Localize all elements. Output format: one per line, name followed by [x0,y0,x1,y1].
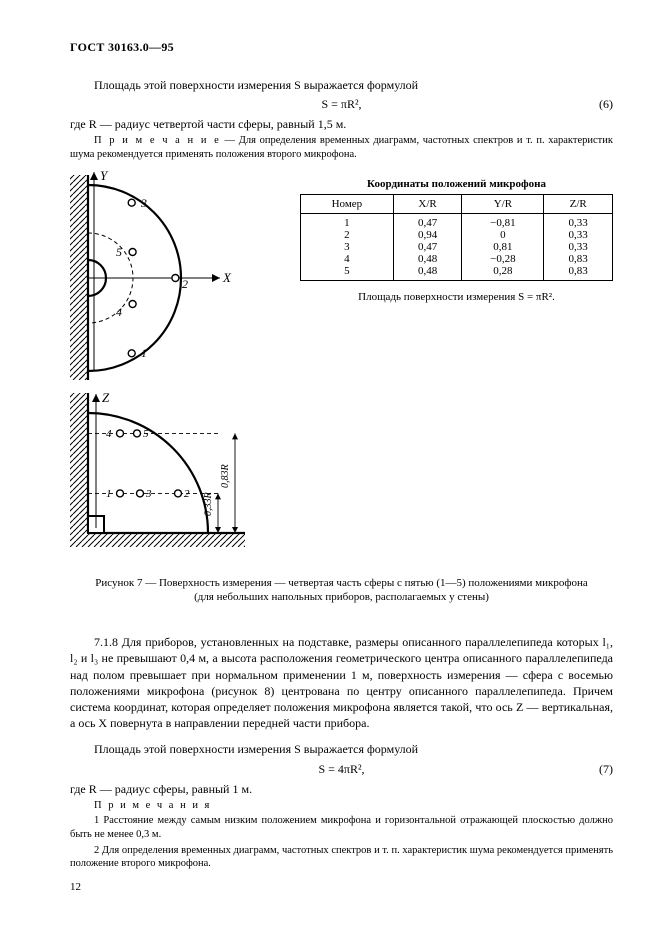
doc-header: ГОСТ 30163.0—95 [70,40,613,55]
col-num: 1 2 3 4 5 [301,213,394,280]
eq2-text: S = 4πR², [318,762,364,776]
para-2: где R — радиус четвертой части сферы, ра… [70,116,613,132]
para-3: 7.1.8 Для приборов, установленных на под… [70,634,613,731]
para-4: Площадь этой поверхности измерения S выр… [70,741,613,757]
equation-6: S = πR², (6) [70,97,613,112]
svg-text:2: 2 [184,488,190,500]
notes2-lead: П р и м е ч а н и я [94,800,211,811]
th-0: Номер [301,194,394,213]
col-x: 0,47 0,94 0,47 0,48 0,48 [393,213,462,280]
th-2: Y/R [462,194,544,213]
page-container: ГОСТ 30163.0—95 Площадь этой поверхности… [0,0,661,923]
svg-text:Z: Z [102,390,110,405]
svg-text:3: 3 [140,196,147,210]
svg-text:X: X [222,270,232,285]
notes2-header: П р и м е ч а н и я [70,799,613,813]
svg-text:5: 5 [143,428,149,440]
col-z: 0,33 0,33 0,33 0,83 0,83 [544,213,613,280]
th-3: Z/R [544,194,613,213]
th-1: X/R [393,194,462,213]
eq1-number: (6) [599,97,613,112]
coords-table: Номер X/R Y/R Z/R 1 2 3 4 5 [300,194,613,281]
figure-diagrams: X Y 3 5 2 4 1 [70,170,280,556]
para-1: Площадь этой поверхности измерения S выр… [70,77,613,93]
table-row: 1 2 3 4 5 0,47 0,94 0,47 0,48 0,48 [301,213,613,280]
diagram-side: Z 0,33R 0,83R 4 5 1 [70,388,270,556]
table-region: Координаты положений микрофона Номер X/R… [280,170,613,303]
svg-text:3: 3 [145,488,152,500]
svg-text:2: 2 [182,277,188,291]
svg-text:1: 1 [106,488,112,500]
eq1-text: S = πR², [321,97,361,111]
para-5: где R — радиус сферы, равный 1 м. [70,781,613,797]
table-header-row: Номер X/R Y/R Z/R [301,194,613,213]
svg-text:0,33R: 0,33R [203,492,214,516]
page-number: 12 [70,881,613,893]
equation-7: S = 4πR², (7) [70,762,613,777]
svg-text:4: 4 [106,428,112,440]
table-caption: Площадь поверхности измерения S = πR². [300,291,613,303]
fig-caption-line2: (для небольших напольных приборов, распо… [194,591,489,603]
diagram-top: X Y 3 5 2 4 1 [70,170,270,388]
svg-text:0,83R: 0,83R [220,464,231,488]
svg-text:Y: Y [100,170,109,183]
figure-row: X Y 3 5 2 4 1 [70,170,613,556]
table-title: Координаты положений микрофона [300,178,613,190]
note-1: П р и м е ч а н и е — Для определения вр… [70,134,613,161]
note1-lead: П р и м е ч а н и е [94,135,221,146]
svg-text:5: 5 [116,245,122,259]
svg-text:4: 4 [116,305,122,319]
notes2-2: 2 Для определения временных диаграмм, ча… [70,844,613,871]
eq2-number: (7) [599,762,613,777]
notes2-1: 1 Расстояние между самым низким положени… [70,814,613,841]
col-y: −0,81 0 0,81 −0,28 0,28 [462,213,544,280]
figure-caption: Рисунок 7 — Поверхность измерения — четв… [70,576,613,605]
svg-text:1: 1 [141,346,147,360]
fig-caption-line1: Рисунок 7 — Поверхность измерения — четв… [95,577,587,589]
